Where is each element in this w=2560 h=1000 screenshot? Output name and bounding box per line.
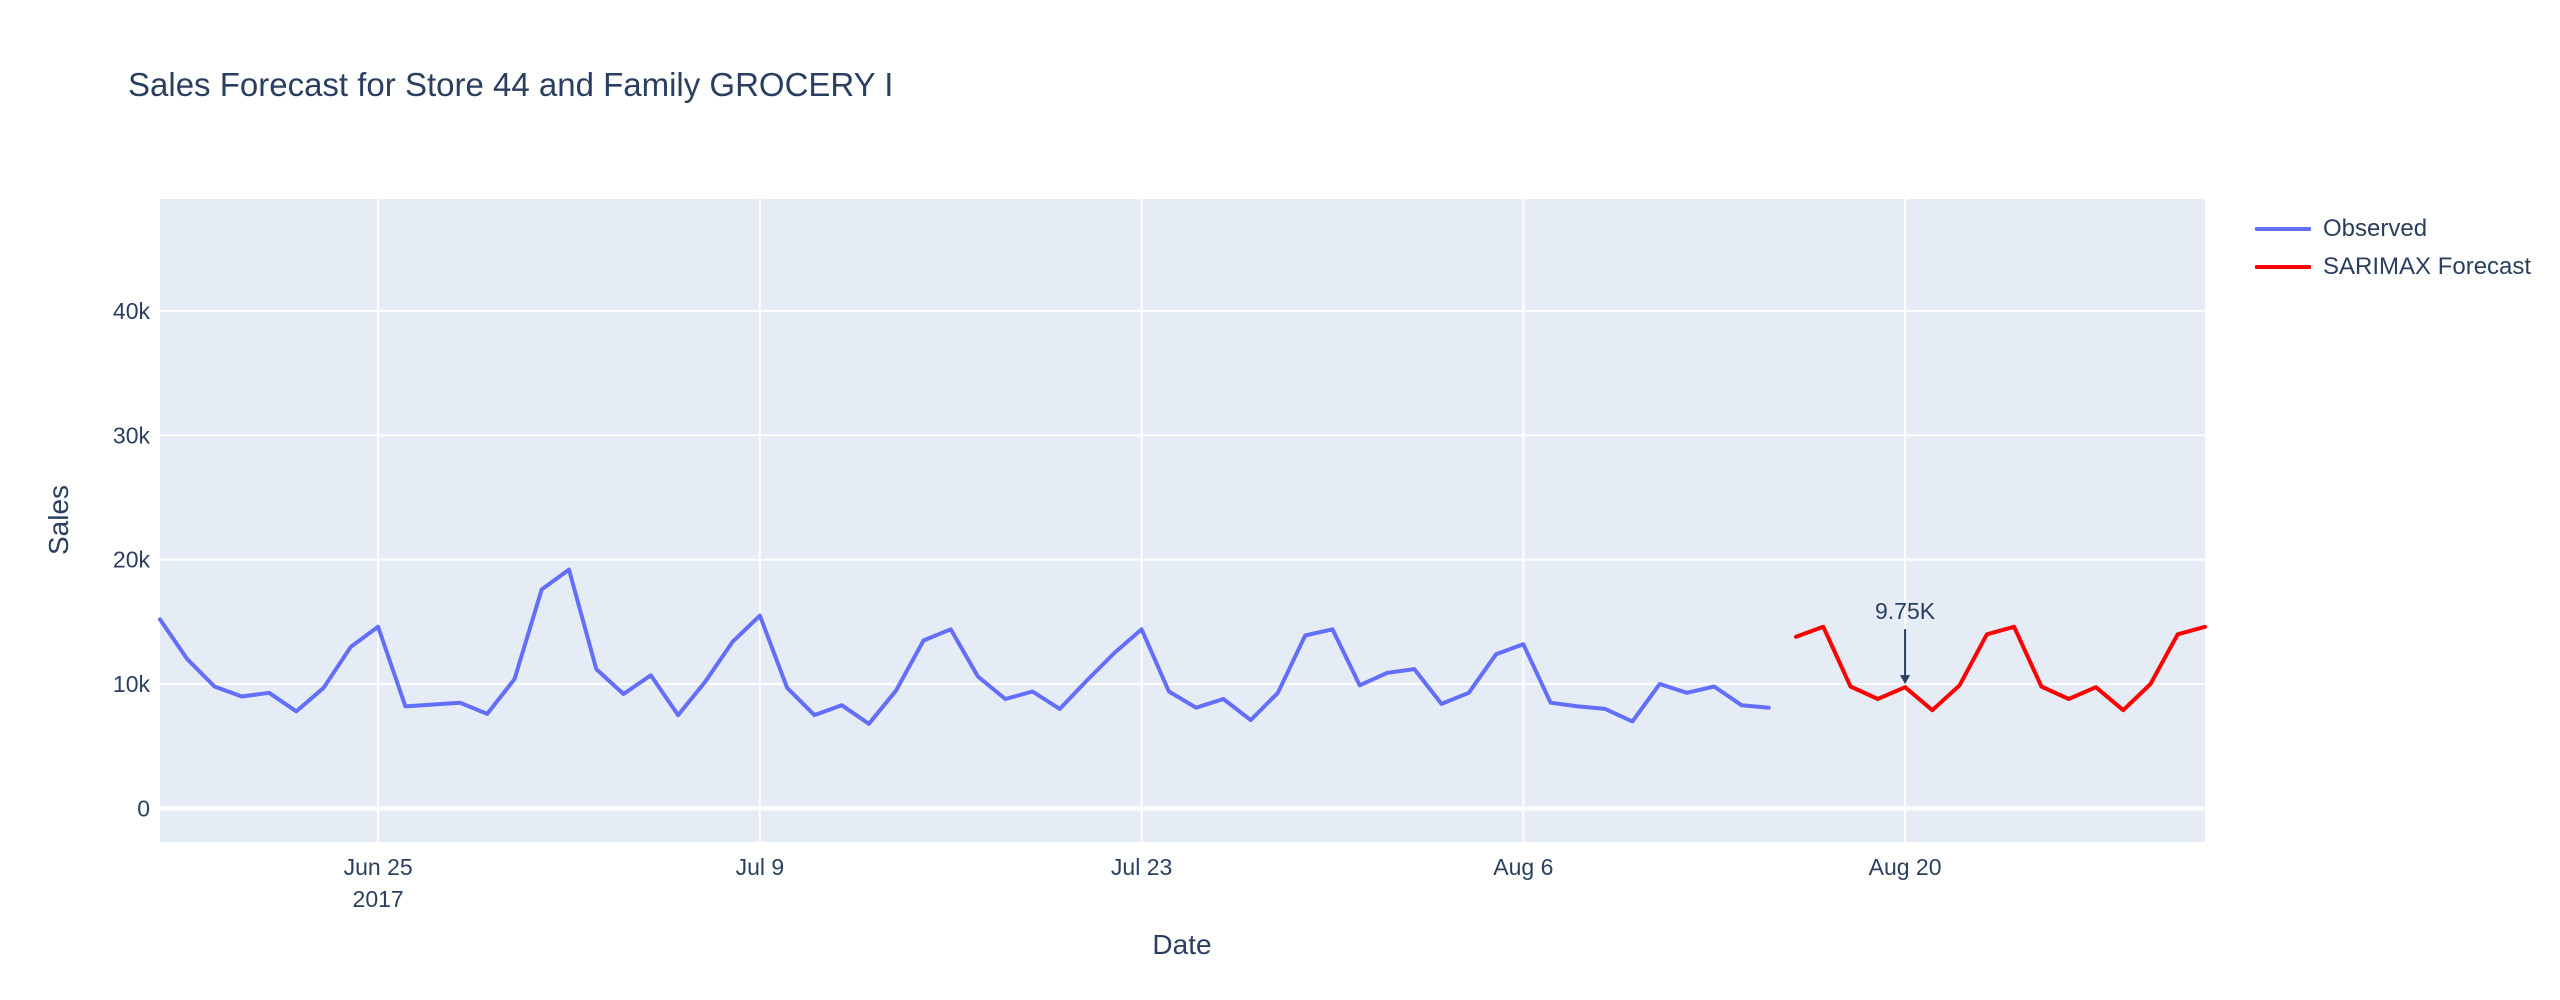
y-axis-title: Sales bbox=[43, 485, 74, 555]
x-axis-ticks: Jun 25 2017 Jul 9 Jul 23 Aug 6 Aug 20 bbox=[344, 854, 1942, 912]
series-layer bbox=[158, 567, 2207, 726]
forecast-series-line bbox=[1794, 624, 2207, 713]
legend: Observed SARIMAX Forecast bbox=[2255, 210, 2531, 286]
legend-swatch-forecast bbox=[2255, 265, 2311, 269]
legend-label-forecast: SARIMAX Forecast bbox=[2323, 253, 2532, 280]
y-axis-ticks: 0 10k 20k 30k 40k bbox=[113, 298, 151, 821]
legend-item-observed[interactable]: Observed bbox=[2255, 210, 2531, 248]
y-tick-label: 30k bbox=[113, 422, 151, 448]
x-tick-label: Aug 6 bbox=[1493, 854, 1553, 880]
annotation-arrow-head bbox=[1900, 675, 1911, 685]
gridlines bbox=[160, 199, 2205, 842]
legend-swatch-observed bbox=[2255, 227, 2311, 231]
y-tick-label: 10k bbox=[113, 671, 151, 697]
observed-series-line bbox=[158, 567, 1771, 726]
x-tick-label: Aug 20 bbox=[1869, 854, 1942, 880]
x-tick-label: Jul 23 bbox=[1111, 854, 1172, 880]
plot-area bbox=[160, 199, 2205, 842]
y-tick-label: 40k bbox=[113, 298, 151, 324]
x-tick-sublabel: 2017 bbox=[353, 886, 404, 912]
x-tick-label: Jun 25 bbox=[344, 854, 413, 880]
legend-item-forecast[interactable]: SARIMAX Forecast bbox=[2255, 248, 2531, 286]
annotation-layer: 9.75K bbox=[1875, 598, 1936, 685]
x-tick-label: Jul 9 bbox=[736, 854, 785, 880]
y-tick-label: 20k bbox=[113, 547, 151, 573]
annotation-label: 9.75K bbox=[1875, 598, 1936, 624]
x-axis-title: Date bbox=[1152, 929, 1211, 960]
chart-title: Sales Forecast for Store 44 and Family G… bbox=[128, 66, 894, 103]
y-tick-label: 0 bbox=[137, 795, 150, 821]
legend-label-observed: Observed bbox=[2323, 215, 2428, 242]
